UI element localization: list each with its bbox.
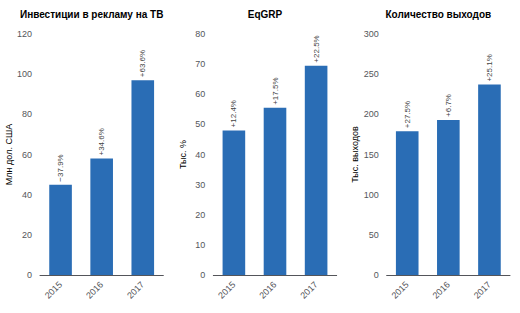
svg-text:250: 250 (364, 69, 379, 79)
svg-text:50: 50 (369, 230, 379, 240)
svg-text:30: 30 (195, 180, 205, 190)
svg-text:100: 100 (364, 190, 379, 200)
svg-text:80: 80 (22, 109, 32, 119)
svg-text:2015: 2015 (43, 279, 64, 300)
svg-text:2016: 2016 (257, 279, 278, 300)
svg-text:300: 300 (364, 29, 379, 39)
svg-text:120: 120 (17, 29, 32, 39)
svg-text:+63.6%: +63.6% (138, 50, 147, 77)
svg-text:60: 60 (195, 89, 205, 99)
svg-text:20: 20 (195, 210, 205, 220)
svg-text:2015: 2015 (216, 279, 237, 300)
svg-text:Количество выходов: Количество выходов (386, 9, 492, 20)
svg-text:2017: 2017 (298, 279, 319, 300)
svg-text:40: 40 (22, 190, 32, 200)
svg-text:+17.5%: +17.5% (271, 77, 280, 104)
svg-text:+34.6%: +34.6% (97, 128, 106, 155)
svg-text:+27.5%: +27.5% (403, 101, 412, 128)
svg-text:+22.5%: +22.5% (312, 35, 321, 62)
svg-text:2015: 2015 (390, 279, 411, 300)
svg-text:0: 0 (374, 270, 379, 280)
svg-text:70: 70 (195, 59, 205, 69)
svg-text:80: 80 (195, 29, 205, 39)
svg-text:2016: 2016 (431, 279, 452, 300)
svg-text:10: 10 (195, 240, 205, 250)
svg-text:Млн дол. США: Млн дол. США (4, 124, 14, 185)
svg-text:2017: 2017 (125, 279, 146, 300)
svg-text:Тыс. %: Тыс. % (178, 140, 188, 169)
svg-text:2016: 2016 (84, 279, 105, 300)
svg-text:0: 0 (200, 270, 205, 280)
svg-text:0: 0 (27, 270, 32, 280)
svg-text:40: 40 (195, 150, 205, 160)
svg-text:EqGRP: EqGRP (248, 9, 283, 20)
svg-text:−37.9%: −37.9% (56, 154, 65, 181)
svg-text:Инвестиции в рекламу на ТВ: Инвестиции в рекламу на ТВ (20, 9, 163, 20)
svg-text:60: 60 (22, 150, 32, 160)
svg-text:150: 150 (364, 150, 379, 160)
svg-text:50: 50 (195, 119, 205, 129)
svg-text:Тыс. выходов: Тыс. выходов (350, 126, 360, 183)
svg-text:+6.7%: +6.7% (444, 94, 453, 117)
svg-text:200: 200 (364, 109, 379, 119)
svg-text:2017: 2017 (472, 279, 493, 300)
svg-text:+12.4%: +12.4% (229, 100, 238, 127)
svg-text:20: 20 (22, 230, 32, 240)
svg-text:+25.1%: +25.1% (485, 54, 494, 81)
svg-text:100: 100 (17, 69, 32, 79)
